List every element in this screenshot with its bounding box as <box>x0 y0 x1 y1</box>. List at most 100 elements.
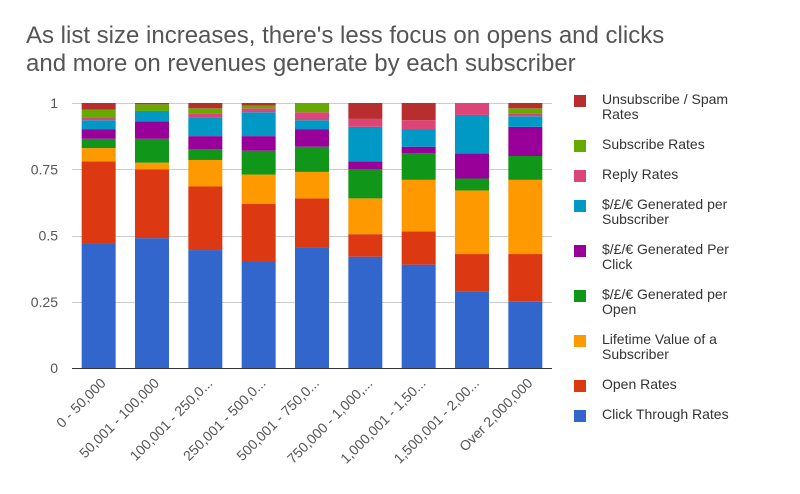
bar-generated-per-open <box>81 138 116 149</box>
bar-generated-per-click <box>135 121 169 139</box>
legend-item-generated-per-click: $/£/€ Generated Per Click <box>574 242 794 272</box>
legend-swatch <box>574 380 586 392</box>
bar-lifetime-value-of-a-subscriber <box>81 148 116 162</box>
bar-generated-per-click <box>508 126 543 156</box>
legend-item-lifetime-value-of-a-subscriber: Lifetime Value of a Subscriber <box>574 332 794 362</box>
bar-generated-per-subscriber <box>135 110 169 122</box>
legend-item-subscribe-rates: Subscribe Rates <box>574 137 794 152</box>
bar-unsubscribe-spam-rates <box>241 103 276 106</box>
bar-generated-per-open <box>348 169 383 199</box>
y-axis-ticks: 0 0.25 0.5 0.75 1 <box>31 95 58 376</box>
legend-item-click-through-rates: Click Through Rates <box>574 407 794 422</box>
bar-lifetime-value-of-a-subscriber <box>188 159 223 187</box>
bar-open-rates <box>295 198 329 248</box>
legend-swatch <box>574 200 586 212</box>
bar-reply-rates <box>81 117 116 121</box>
y-tick-label: 0 <box>50 360 58 376</box>
bar-unsubscribe-spam-rates <box>135 103 169 105</box>
bar-generated-per-subscriber <box>295 120 329 130</box>
bar-click-through-rates <box>81 243 116 368</box>
bar-open-rates <box>81 161 116 244</box>
bar-unsubscribe-spam-rates <box>348 103 383 119</box>
bar-click-through-rates <box>401 264 436 368</box>
bar-generated-per-click <box>348 161 383 170</box>
bar-subscribe-rates <box>188 108 223 114</box>
bar-click-through-rates <box>455 291 489 368</box>
x-tick-label: 0 - 50,000 <box>53 375 109 431</box>
legend-swatch <box>574 245 586 257</box>
bar-lifetime-value-of-a-subscriber <box>348 198 383 235</box>
bar-generated-per-open <box>455 178 489 191</box>
bar-generated-per-click <box>81 129 116 139</box>
bar-lifetime-value-of-a-subscriber <box>508 179 543 255</box>
legend-label: $/£/€ Generated per Subscriber <box>602 196 728 227</box>
bar-generated-per-subscriber <box>455 114 489 154</box>
bar-open-rates <box>401 231 436 265</box>
bars <box>81 103 543 368</box>
bar-generated-per-subscriber <box>188 117 223 137</box>
legend-item-generated-per-subscriber: $/£/€ Generated per Subscriber <box>574 197 794 227</box>
bar-generated-per-open <box>295 146 329 172</box>
legend-label: Lifetime Value of a Subscriber <box>602 331 717 362</box>
bar-click-through-rates <box>295 247 329 368</box>
bar-subscribe-rates <box>135 104 169 111</box>
legend-label: Click Through Rates <box>602 406 729 422</box>
bar-open-rates <box>135 169 169 239</box>
legend-swatch <box>574 410 586 422</box>
bar-generated-per-click <box>188 136 223 150</box>
bar-lifetime-value-of-a-subscriber <box>455 190 489 255</box>
legend-item-open-rates: Open Rates <box>574 377 794 392</box>
legend-swatch <box>574 140 586 152</box>
bar-subscribe-rates <box>81 109 116 118</box>
bar-reply-rates <box>455 103 489 115</box>
chart-title: As list size increases, there's less foc… <box>26 22 786 78</box>
bar-lifetime-value-of-a-subscriber <box>241 174 276 204</box>
bar-generated-per-click <box>401 146 436 154</box>
bar-unsubscribe-spam-rates <box>508 103 543 109</box>
legend-swatch <box>574 170 586 182</box>
bar-unsubscribe-spam-rates <box>401 103 436 121</box>
bar-generated-per-subscriber <box>401 129 436 147</box>
bar-generated-per-click <box>295 129 329 147</box>
bar-lifetime-value-of-a-subscriber <box>295 171 329 199</box>
bar-generated-per-subscriber <box>81 120 116 130</box>
bar-subscribe-rates <box>295 103 329 113</box>
bar-unsubscribe-spam-rates <box>188 103 223 109</box>
y-tick-label: 0.25 <box>31 294 58 310</box>
bar-click-through-rates <box>348 256 383 368</box>
bar-generated-per-open <box>401 153 436 180</box>
legend-swatch <box>574 335 586 347</box>
bar-open-rates <box>188 186 223 251</box>
legend-label: Open Rates <box>602 376 677 392</box>
legend-label: Subscribe Rates <box>602 136 705 152</box>
legend-swatch <box>574 95 586 107</box>
bar-reply-rates <box>241 108 276 113</box>
legend-label: $/£/€ Generated Per Click <box>602 241 729 272</box>
bar-generated-per-open <box>188 149 223 160</box>
bar-lifetime-value-of-a-subscriber <box>401 179 436 232</box>
bar-generated-per-subscriber <box>348 126 383 162</box>
bar-open-rates <box>241 203 276 262</box>
bar-unsubscribe-spam-rates <box>81 103 116 110</box>
bar-generated-per-open <box>241 150 276 175</box>
bar-click-through-rates <box>188 250 223 368</box>
bar-generated-per-open <box>508 156 543 180</box>
bar-click-through-rates <box>508 301 543 368</box>
legend-label: $/£/€ Generated per Open <box>602 286 728 317</box>
bar-open-rates <box>348 234 383 257</box>
bar-generated-per-subscriber <box>508 116 543 127</box>
bar-generated-per-click <box>455 153 489 179</box>
bar-open-rates <box>455 254 489 292</box>
bar-reply-rates <box>401 120 436 130</box>
legend-label: Unsubscribe / Spam Rates <box>602 91 729 122</box>
legend-item-unsubscribe-spam-rates: Unsubscribe / Spam Rates <box>574 92 794 122</box>
bar-generated-per-open <box>135 138 169 163</box>
bar-click-through-rates <box>241 262 276 368</box>
bar-subscribe-rates <box>241 105 276 109</box>
bar-open-rates <box>508 254 543 302</box>
legend-item-reply-rates: Reply Rates <box>574 167 794 182</box>
chart-title-line-1: As list size increases, there's less foc… <box>26 22 665 49</box>
bar-generated-per-click <box>241 136 276 151</box>
bar-reply-rates <box>295 112 329 121</box>
